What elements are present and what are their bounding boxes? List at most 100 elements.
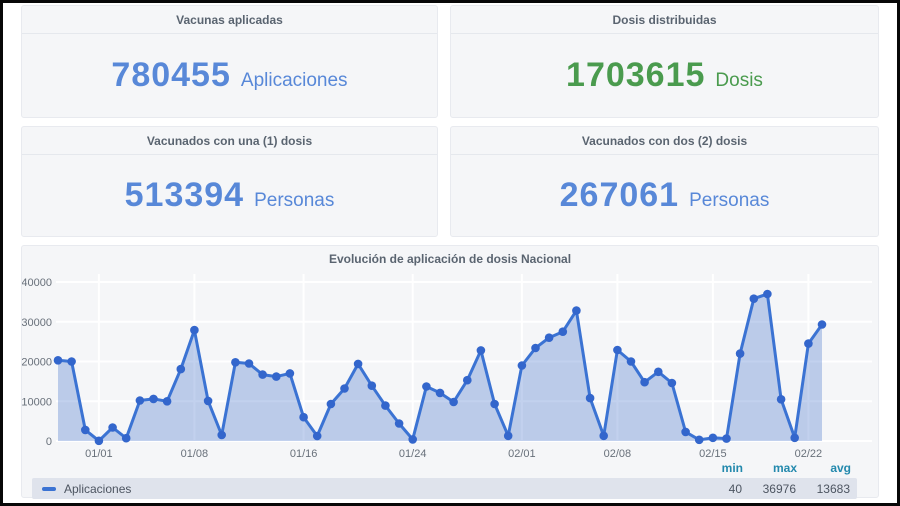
chart-point[interactable] [121, 433, 131, 443]
chart-point[interactable] [599, 431, 608, 441]
chart-point[interactable] [67, 357, 76, 366]
y-axis-label: 10000 [22, 396, 52, 408]
card-dos-dosis: Vacunados con dos (2) dosis 267061 Perso… [450, 126, 879, 237]
chart-point[interactable] [162, 397, 172, 406]
chart-card: Evolución de aplicación de dosis Naciona… [21, 245, 879, 499]
chart-point[interactable] [53, 356, 63, 365]
chart-point[interactable] [135, 396, 145, 405]
chart-point[interactable] [94, 436, 104, 446]
chart-point[interactable] [517, 361, 527, 370]
chart-point[interactable] [503, 431, 513, 441]
chart-point[interactable] [394, 419, 404, 428]
metric-unit: Personas [254, 190, 335, 211]
chart-point[interactable] [449, 397, 458, 407]
chart-point[interactable] [244, 359, 254, 368]
chart-point[interactable] [667, 378, 677, 388]
chart-point[interactable] [149, 394, 158, 404]
metric-value: 267061 [559, 176, 680, 214]
chart-point[interactable] [176, 364, 186, 374]
metric-unit: Dosis [715, 70, 763, 91]
chart-point[interactable] [749, 294, 759, 303]
chart-point[interactable] [626, 357, 636, 366]
metric-value: 513394 [124, 176, 245, 214]
metrics-row-2: Vacunados con una (1) dosis 513394 Perso… [21, 126, 879, 237]
chart-point[interactable] [463, 375, 472, 385]
card-vacunas-aplicadas: Vacunas aplicadas 780455 Aplicaciones [21, 5, 438, 118]
metric: 267061 Personas [560, 176, 770, 215]
stat-value-avg: 13683 [816, 481, 850, 496]
chart-point[interactable] [544, 333, 554, 342]
chart-title: Evolución de aplicación de dosis Naciona… [328, 252, 572, 266]
metrics-row-1: Vacunas aplicadas 780455 Aplicaciones Do… [21, 5, 879, 118]
x-axis-label: 01/24 [399, 448, 427, 460]
chart-point[interactable] [476, 346, 486, 355]
card-dosis-distribuidas: Dosis distribuidas 1703615 Dosis [450, 5, 879, 118]
chart-point[interactable] [353, 359, 363, 369]
chart-point[interactable] [585, 393, 595, 403]
chart-point[interactable] [763, 289, 772, 299]
chart-canvas[interactable]: 0 10000 20000 30000 40000 01/01 01/08 01/16 01/2… [22, 268, 878, 460]
chart-point[interactable] [531, 343, 540, 353]
chart-point[interactable] [272, 372, 281, 381]
chart-point[interactable] [776, 395, 786, 404]
chart-point[interactable] [190, 325, 199, 335]
chart-point[interactable] [694, 435, 704, 445]
card-title: Vacunados con dos (2) dosis [451, 127, 878, 155]
chart-point[interactable] [640, 377, 649, 387]
x-axis-label: 02/08 [604, 448, 632, 460]
chart-point[interactable] [735, 349, 745, 358]
chart-point[interactable] [722, 434, 731, 443]
chart-point[interactable] [312, 431, 322, 441]
card-title: Dosis distribuidas [451, 6, 878, 34]
card-title: Vacunas aplicadas [22, 6, 437, 34]
chart-point[interactable] [203, 396, 213, 406]
chart-point[interactable] [572, 306, 581, 315]
legend-bar: Aplicaciones 40 36976 13683 [32, 478, 857, 499]
stat-value-min: 40 [728, 481, 742, 496]
chart-point[interactable] [613, 345, 622, 355]
chart-point[interactable] [490, 399, 499, 409]
chart-point[interactable] [340, 384, 349, 393]
chart-point[interactable] [326, 399, 336, 409]
chart-point[interactable] [285, 369, 295, 378]
chart-point[interactable] [81, 425, 90, 435]
x-axis-label: 02/15 [699, 448, 727, 460]
y-axis-label: 20000 [22, 357, 52, 369]
chart-point[interactable] [108, 423, 117, 432]
chart-point[interactable] [654, 367, 663, 377]
x-axis-label: 02/01 [508, 448, 536, 460]
stat-value-max: 36976 [762, 481, 796, 496]
chart-point[interactable] [299, 412, 308, 422]
legend-item-aplicaciones[interactable]: Aplicaciones [42, 482, 688, 496]
chart-point[interactable] [790, 433, 799, 443]
chart-point[interactable] [422, 382, 431, 391]
y-axis-label: 40000 [22, 277, 52, 289]
metric-unit: Personas [689, 190, 770, 211]
chart-point[interactable] [258, 370, 267, 379]
stat-header-min: min [721, 461, 743, 475]
y-axis-label: 30000 [22, 317, 52, 329]
chart-point[interactable] [558, 327, 568, 336]
chart-point[interactable] [217, 430, 226, 440]
card-body: 267061 Personas [451, 155, 878, 236]
chart-point[interactable] [408, 435, 418, 444]
legend-line-icon [42, 486, 56, 491]
card-una-dosis: Vacunados con una (1) dosis 513394 Perso… [21, 126, 438, 237]
card-body: 780455 Aplicaciones [22, 34, 437, 117]
y-axis-label: 0 [46, 436, 52, 448]
chart-point[interactable] [381, 401, 390, 410]
stats-header-row: min max avg [22, 461, 878, 475]
x-axis-label: 02/22 [795, 448, 823, 460]
card-body: 513394 Personas [22, 155, 437, 236]
chart-point[interactable] [708, 433, 718, 443]
chart-point[interactable] [231, 358, 240, 367]
chart-point[interactable] [817, 320, 827, 329]
chart-point[interactable] [681, 427, 690, 437]
chart-point[interactable] [804, 339, 813, 348]
chart-point[interactable] [367, 381, 377, 390]
chart-point[interactable] [435, 388, 445, 398]
x-axis-label: 01/16 [290, 448, 318, 460]
metric-value: 1703615 [566, 56, 706, 94]
card-body: 1703615 Dosis [451, 34, 878, 117]
